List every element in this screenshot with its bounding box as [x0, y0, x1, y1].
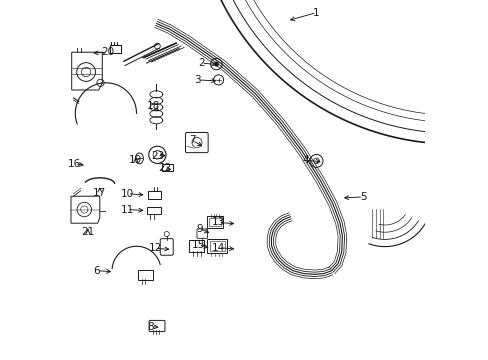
Text: 5: 5	[359, 192, 366, 202]
Text: 9: 9	[196, 224, 203, 234]
Text: 20: 20	[101, 47, 114, 57]
Circle shape	[214, 62, 218, 66]
Text: 12: 12	[148, 243, 162, 253]
Text: 6: 6	[93, 266, 100, 276]
Text: 10: 10	[121, 189, 134, 199]
Text: 4: 4	[302, 155, 308, 165]
Text: 3: 3	[194, 75, 201, 85]
Text: 17: 17	[93, 188, 106, 198]
Text: 18: 18	[147, 101, 160, 111]
Text: 14: 14	[211, 243, 225, 253]
Text: 2: 2	[198, 58, 204, 68]
Text: 16: 16	[68, 159, 81, 169]
Text: 11: 11	[121, 204, 134, 215]
Text: 13: 13	[211, 217, 225, 228]
Text: 21: 21	[81, 227, 94, 237]
Text: 15: 15	[191, 240, 204, 250]
Text: 23: 23	[150, 150, 163, 161]
Text: 7: 7	[188, 135, 195, 145]
Text: 8: 8	[147, 321, 154, 332]
Text: 22: 22	[158, 163, 171, 174]
Text: 1: 1	[312, 8, 319, 18]
Text: 19: 19	[129, 155, 142, 165]
